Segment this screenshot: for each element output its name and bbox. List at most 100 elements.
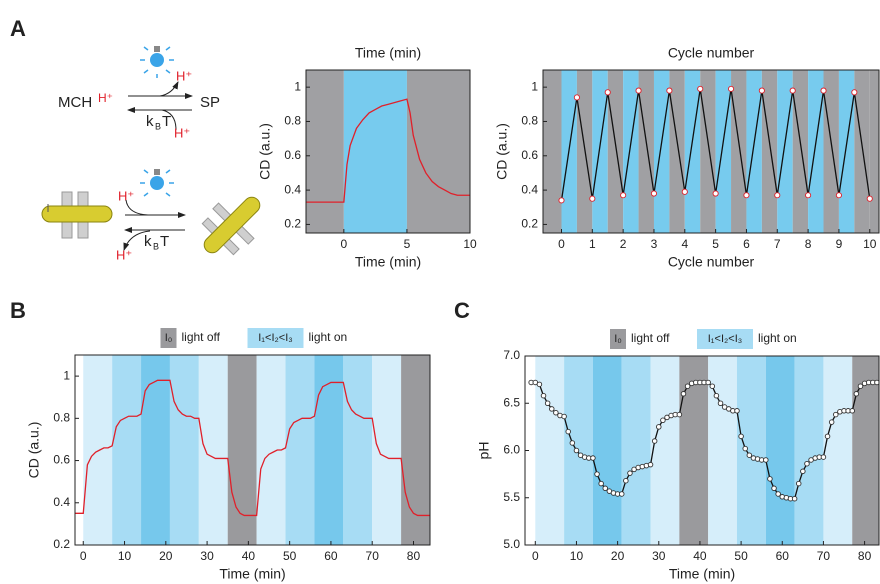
y-axis-title: CD (a.u.) xyxy=(26,422,42,479)
x-axis-title: Cycle number xyxy=(668,254,755,270)
x-tick-label: 7 xyxy=(774,237,781,251)
y-tick-label: 0.8 xyxy=(53,411,70,425)
y-tick-label: 5.5 xyxy=(503,490,520,504)
y-tick-label: 6.0 xyxy=(503,443,520,457)
data-point xyxy=(561,413,567,420)
label: T xyxy=(162,113,171,130)
light-band xyxy=(761,70,778,233)
data-point xyxy=(590,455,596,461)
light-band xyxy=(700,70,716,233)
label: SP xyxy=(200,94,220,111)
light-band xyxy=(83,355,113,545)
y-tick-label: 1 xyxy=(63,368,70,382)
y-tick-label: 0.6 xyxy=(521,148,538,162)
y-tick-label: 6.5 xyxy=(503,395,520,409)
x-tick-label: 60 xyxy=(324,549,338,563)
data-point xyxy=(866,195,873,202)
y-tick-label: 0.8 xyxy=(521,114,538,128)
light-band xyxy=(227,355,257,545)
light-band xyxy=(343,70,407,233)
data-point xyxy=(851,89,858,96)
data-point xyxy=(647,461,654,468)
data-point xyxy=(540,392,547,399)
light-band xyxy=(285,355,315,545)
data-point xyxy=(565,428,571,435)
data-point xyxy=(804,460,810,467)
label: T xyxy=(160,233,169,250)
data-point xyxy=(656,424,662,430)
y-tick-label: 0.2 xyxy=(521,217,538,231)
label: B xyxy=(153,241,159,251)
data-point xyxy=(824,433,831,440)
legend-swatch xyxy=(247,328,304,348)
light-band xyxy=(669,70,685,233)
label: H⁺ xyxy=(118,188,134,203)
y-tick-label: 0.4 xyxy=(53,495,70,509)
light-band xyxy=(715,70,732,233)
data-point xyxy=(713,392,720,399)
data-point xyxy=(795,480,802,487)
label: H⁺ xyxy=(176,68,192,83)
x-tick-label: 10 xyxy=(118,549,132,563)
x-tick-label: 30 xyxy=(652,549,666,563)
label: MCH xyxy=(58,94,92,111)
legend-symbol: I₁<I₂<I₃ xyxy=(258,332,292,344)
data-point xyxy=(712,190,719,197)
data-point xyxy=(775,491,781,497)
data-point xyxy=(789,87,796,94)
panel-label: B xyxy=(10,298,26,323)
data-point xyxy=(734,408,740,414)
y-tick-label: 0.8 xyxy=(284,114,301,128)
data-point xyxy=(602,485,609,492)
light-band xyxy=(306,70,344,233)
data-point xyxy=(709,383,716,389)
legend-swatch xyxy=(697,329,753,349)
y-tick-label: 0.4 xyxy=(521,182,538,196)
x-tick-label: 1 xyxy=(589,237,596,251)
light-band xyxy=(141,355,170,545)
data-point xyxy=(857,383,864,389)
data-point xyxy=(771,485,777,492)
x-tick-label: 10 xyxy=(570,549,584,563)
x-tick-label: 40 xyxy=(242,549,256,563)
x-tick-label: 5 xyxy=(404,237,411,251)
light-band xyxy=(623,70,639,233)
data-point xyxy=(604,89,611,96)
data-point xyxy=(742,445,748,452)
x-tick-label: 0 xyxy=(80,549,87,563)
light-band xyxy=(823,356,853,545)
data-point xyxy=(791,495,798,502)
x-tick-label: 60 xyxy=(776,549,790,563)
light-band xyxy=(343,355,373,545)
arrow xyxy=(125,199,149,216)
y-axis-title: CD (a.u.) xyxy=(494,123,510,180)
x-tick-label: 2 xyxy=(620,237,627,251)
plot-area xyxy=(75,355,430,545)
light-band xyxy=(777,70,793,233)
label: k xyxy=(146,113,154,130)
x-axis-title: Time (min) xyxy=(669,566,735,582)
data-point xyxy=(684,383,691,389)
plot-area xyxy=(528,356,879,545)
x-tick-label: 20 xyxy=(159,549,173,563)
y-tick-label: 0.6 xyxy=(53,453,70,467)
light-band xyxy=(808,70,824,233)
data-point xyxy=(598,480,604,487)
data-point xyxy=(558,197,565,204)
data-point xyxy=(820,454,827,460)
data-point xyxy=(681,188,688,195)
x-tick-label: 70 xyxy=(366,549,380,563)
x-tick-label: 80 xyxy=(858,549,872,563)
panel-label: C xyxy=(454,298,470,323)
y-tick-label: 0.2 xyxy=(284,217,301,231)
data-point xyxy=(717,400,724,407)
x-tick-label: 9 xyxy=(836,237,843,251)
label: H⁺ xyxy=(116,247,132,262)
light-band xyxy=(823,70,839,233)
data-point xyxy=(635,87,642,94)
light-band xyxy=(792,70,809,233)
data-point xyxy=(569,440,576,446)
data-point xyxy=(874,379,879,386)
light-band xyxy=(372,355,402,545)
